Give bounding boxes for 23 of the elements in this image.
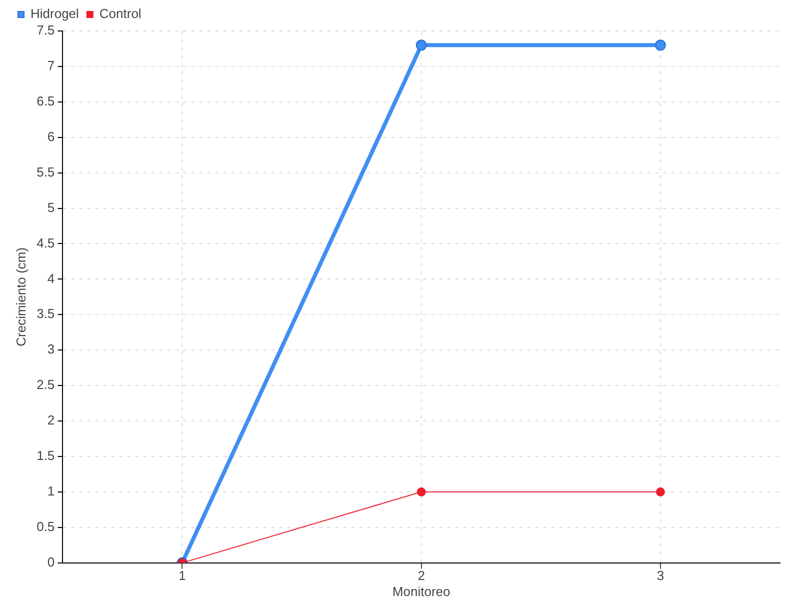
x-axis-title: Monitoreo [392, 584, 450, 599]
legend-label: Hidrogel [30, 6, 80, 22]
y-tick-label: 5.5 [36, 164, 55, 180]
y-tick-label: 4 [47, 270, 55, 286]
y-tick-label: 2 [47, 412, 55, 428]
y-tick-label: 1.5 [36, 448, 55, 464]
y-tick-label: 1 [47, 483, 55, 498]
y-tick-label: 3.5 [36, 306, 55, 322]
legend-label: Control [99, 6, 142, 22]
y-tick-label: 2.5 [36, 377, 55, 392]
x-tick-label: 1 [178, 568, 186, 584]
y-tick-label: 6.5 [36, 93, 55, 108]
y-tick-label: 6 [47, 128, 55, 144]
y-tick-label: 7.5 [36, 22, 55, 38]
y-tick-label: 0.5 [36, 518, 55, 534]
y-tick-label: 0 [47, 554, 55, 570]
y-tick-label: 5 [47, 200, 55, 215]
y-tick-label: 4.5 [36, 235, 55, 250]
x-tick-label: 2 [418, 568, 425, 584]
y-axis-title: Crecimiento (cm) [13, 247, 28, 346]
y-tick-label: 7 [47, 58, 55, 74]
y-tick-label: 3 [47, 342, 55, 357]
x-tick-label: 3 [656, 568, 664, 584]
